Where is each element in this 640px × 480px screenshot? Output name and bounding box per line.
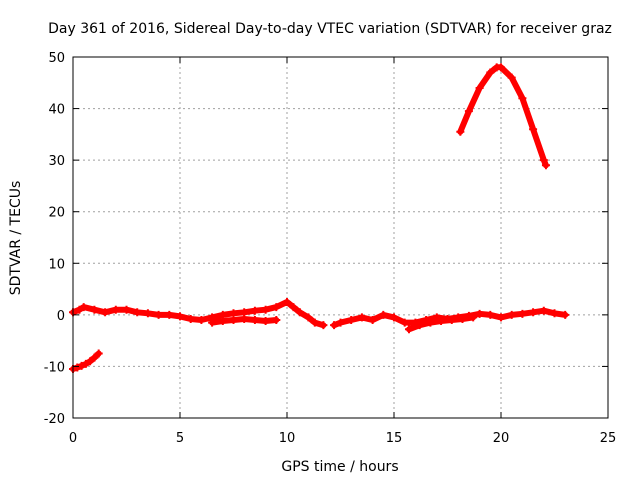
x-tick-label: 25 xyxy=(600,431,617,446)
data-point xyxy=(272,303,281,312)
data-point xyxy=(550,309,559,318)
data-point xyxy=(475,83,484,92)
data-point xyxy=(518,94,527,103)
x-tick-label: 0 xyxy=(69,431,77,446)
data-point xyxy=(486,68,495,77)
data-point xyxy=(165,310,174,319)
y-tick-label: 10 xyxy=(48,257,65,272)
data-point xyxy=(464,107,473,116)
data-point xyxy=(347,316,356,325)
data-point xyxy=(330,321,339,330)
y-tick-label: 30 xyxy=(48,154,65,169)
data-point xyxy=(469,313,478,322)
data-point xyxy=(197,316,206,325)
data-point xyxy=(437,317,446,326)
data-point xyxy=(79,303,88,312)
data-point xyxy=(507,73,516,82)
data-point xyxy=(357,313,366,322)
y-tick-label: -10 xyxy=(44,360,65,375)
data-point xyxy=(404,325,413,334)
data-point xyxy=(86,357,95,366)
y-tick-label: -20 xyxy=(44,412,65,427)
data-point xyxy=(539,306,548,315)
data-point xyxy=(250,316,259,325)
data-point xyxy=(529,308,538,317)
data-point xyxy=(458,314,467,323)
data-point xyxy=(143,309,152,318)
data-point xyxy=(229,316,238,325)
data-point xyxy=(81,359,90,368)
data-point xyxy=(90,353,99,362)
data-point xyxy=(218,317,227,326)
data-point xyxy=(272,316,281,325)
data-point xyxy=(415,321,424,330)
data-point xyxy=(111,305,120,314)
data-point xyxy=(283,297,291,306)
data-point xyxy=(379,310,388,319)
data-point xyxy=(289,303,298,312)
data-point xyxy=(456,127,465,136)
y-tick-label: 0 xyxy=(57,309,65,324)
data-point xyxy=(529,125,538,134)
plot-frame xyxy=(72,56,609,419)
x-tick-label: 20 xyxy=(493,431,510,446)
data-point xyxy=(133,308,142,317)
data-point xyxy=(77,361,86,370)
data-point xyxy=(336,318,345,327)
series-trace xyxy=(457,64,549,169)
y-tick-label: 50 xyxy=(48,51,65,66)
data-point xyxy=(368,316,377,325)
data-point xyxy=(310,318,319,327)
data-point xyxy=(295,308,304,317)
data-point xyxy=(447,316,456,325)
data-point xyxy=(261,317,270,326)
data-point xyxy=(90,305,99,314)
data-series xyxy=(69,63,570,374)
axis-ticks: 0 5 10 15 20 25 -20 -10 0 10 20 30 40 50 xyxy=(44,51,617,446)
data-point xyxy=(426,318,435,327)
data-point xyxy=(497,63,505,72)
data-point xyxy=(304,313,313,322)
y-tick-label: 20 xyxy=(48,206,65,221)
data-point xyxy=(486,310,495,319)
data-point xyxy=(122,305,131,314)
data-point xyxy=(400,318,409,327)
data-point xyxy=(561,310,570,319)
x-axis-label: GPS time / hours xyxy=(281,459,398,475)
data-point xyxy=(73,363,82,372)
data-point xyxy=(497,313,505,322)
data-point xyxy=(208,318,217,327)
data-point xyxy=(75,305,84,314)
data-point xyxy=(518,309,527,318)
data-point xyxy=(507,310,516,319)
data-point xyxy=(390,313,398,322)
data-point xyxy=(319,321,328,330)
data-point xyxy=(261,305,270,314)
y-tick-label: 40 xyxy=(48,103,65,118)
data-point xyxy=(240,308,249,317)
x-tick-label: 5 xyxy=(176,431,184,446)
data-point xyxy=(94,349,103,358)
data-point xyxy=(541,161,550,170)
data-point xyxy=(176,312,184,321)
data-point xyxy=(154,310,163,319)
data-point xyxy=(250,306,259,315)
data-point xyxy=(186,314,195,323)
data-point xyxy=(475,309,484,318)
y-axis-label: SDTVAR / TECUs xyxy=(8,181,24,296)
data-point xyxy=(229,309,238,318)
chart-title: Day 361 of 2016, Sidereal Day-to-day VTE… xyxy=(48,21,612,37)
data-point xyxy=(539,156,548,165)
data-point xyxy=(240,314,249,323)
data-point xyxy=(101,308,110,317)
series-trace xyxy=(70,299,327,329)
x-tick-label: 15 xyxy=(386,431,403,446)
x-tick-label: 10 xyxy=(279,431,296,446)
